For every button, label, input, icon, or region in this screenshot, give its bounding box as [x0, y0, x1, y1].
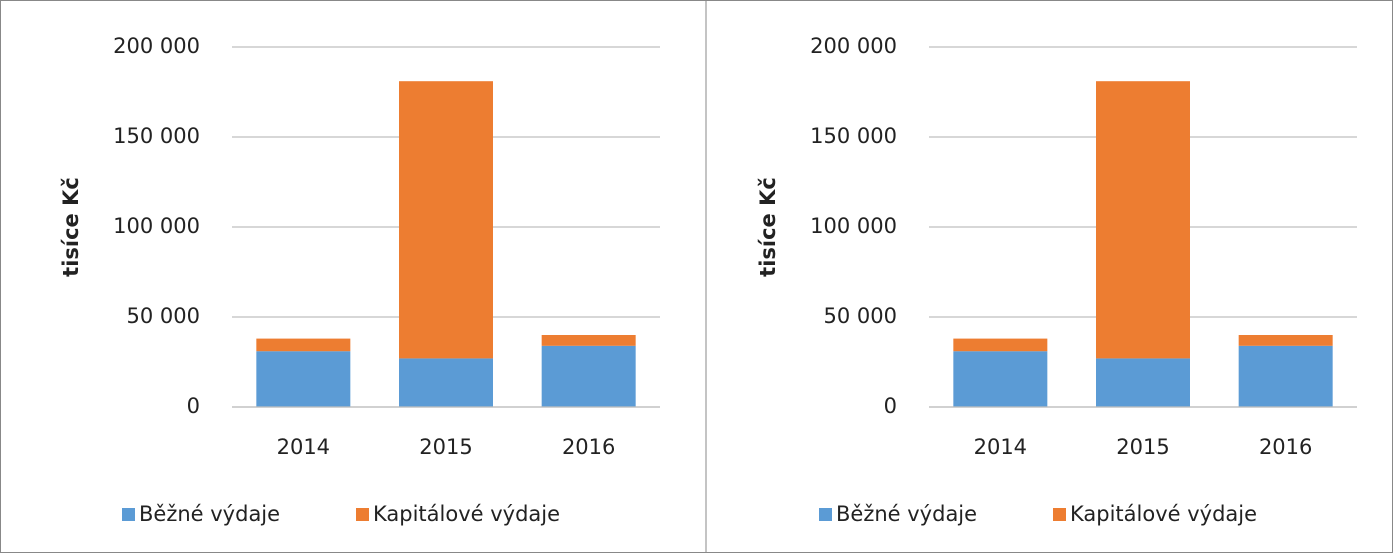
y-tick-label: 0: [187, 394, 200, 418]
y-tick-label: 150 000: [113, 124, 200, 148]
bar-segment: [256, 351, 351, 407]
y-tick-label: 150 000: [810, 124, 897, 148]
bar-segment: [399, 81, 493, 359]
y-tick-label: 50 000: [127, 304, 200, 328]
legend-label: Kapitálové výdaje: [373, 502, 560, 526]
bar-segment: [399, 358, 493, 407]
x-tick-label: 2016: [562, 435, 615, 459]
x-tick-label: 2016: [1259, 435, 1312, 459]
legend-swatch: [356, 508, 369, 521]
bar-segment: [541, 345, 636, 407]
y-tick-label: 100 000: [113, 214, 200, 238]
legend-swatch: [122, 508, 135, 521]
y-tick-label: 0: [884, 394, 897, 418]
bar-segment: [953, 351, 1048, 407]
bar-segment: [1096, 81, 1190, 359]
x-tick-label: 2014: [974, 435, 1027, 459]
bar-segment: [953, 338, 1048, 352]
y-tick-label: 200 000: [810, 34, 897, 58]
legend-label: Běžné výdaje: [139, 502, 280, 526]
y-tick-label: 50 000: [824, 304, 897, 328]
x-tick-label: 2014: [277, 435, 330, 459]
y-tick-label: 100 000: [810, 214, 897, 238]
bar-segment: [1238, 345, 1333, 407]
y-axis-label: tisíce Kč: [756, 177, 780, 277]
y-tick-label: 200 000: [113, 34, 200, 58]
x-tick-label: 2015: [419, 435, 472, 459]
legend-label: Kapitálové výdaje: [1070, 502, 1257, 526]
y-axis-label: tisíce Kč: [59, 177, 83, 277]
bar-segment: [1238, 335, 1333, 346]
legend-swatch: [819, 508, 832, 521]
bar-segment: [541, 335, 636, 346]
bar-segment: [1096, 358, 1190, 407]
bar-segment: [256, 338, 351, 352]
legend-label: Běžné výdaje: [836, 502, 977, 526]
legend-swatch: [1053, 508, 1066, 521]
x-tick-label: 2015: [1116, 435, 1169, 459]
